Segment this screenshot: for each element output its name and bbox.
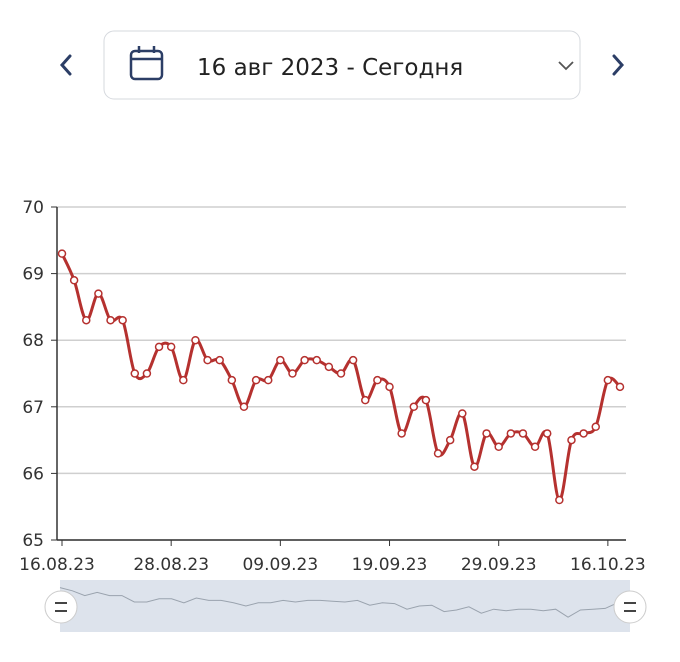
point	[82, 315, 91, 325]
point	[118, 315, 127, 325]
navigator-line	[59, 587, 631, 618]
y-tick-label: 65	[22, 531, 44, 551]
point	[215, 355, 224, 365]
point	[324, 362, 334, 372]
point	[154, 342, 164, 352]
date-range: 16 авг 2023 - Сегодня	[197, 55, 463, 81]
point	[203, 355, 212, 365]
plot: 65 66 67 68 69 70 16.08.23 28.08.23 09.09.23 19.0…	[19, 198, 646, 618]
point	[288, 369, 297, 378]
point	[518, 429, 528, 438]
point	[603, 375, 613, 385]
handle-right[interactable]	[613, 590, 647, 624]
point	[397, 429, 406, 438]
x-tick-label: 16.08.23	[19, 555, 95, 575]
y-tick-label: 67	[22, 398, 44, 418]
point	[421, 395, 431, 405]
point	[458, 409, 467, 418]
point	[179, 375, 188, 385]
point	[470, 462, 479, 471]
point	[445, 435, 455, 445]
point	[239, 402, 249, 412]
x-tick-label: 29.09.23	[461, 555, 537, 575]
point	[530, 442, 540, 452]
dropdown-caret	[558, 61, 574, 71]
calendar-icon	[129, 46, 164, 81]
date-picker[interactable]	[103, 30, 581, 100]
point	[506, 429, 516, 438]
point	[69, 276, 79, 285]
point	[494, 442, 503, 452]
point	[567, 435, 576, 445]
point	[579, 429, 588, 438]
point	[336, 369, 346, 378]
point	[191, 335, 200, 345]
point	[251, 375, 261, 385]
point	[227, 375, 237, 385]
point	[142, 369, 152, 378]
point	[348, 355, 358, 365]
point	[300, 355, 309, 365]
point	[57, 249, 67, 258]
point	[373, 375, 382, 385]
point	[615, 382, 625, 392]
point	[361, 395, 370, 405]
point	[263, 375, 273, 385]
point	[312, 355, 321, 365]
handle-left[interactable]	[44, 590, 78, 624]
point	[385, 382, 394, 392]
x-tick-label: 09.09.23	[242, 555, 318, 575]
next-arrow[interactable]	[612, 54, 625, 76]
point	[542, 429, 552, 438]
y-tick-label: 70	[22, 198, 44, 218]
point	[409, 402, 419, 412]
prev-arrow[interactable]	[59, 54, 72, 76]
point	[276, 355, 285, 365]
point	[166, 342, 176, 352]
navigator[interactable]	[60, 580, 630, 632]
point	[130, 369, 140, 378]
point	[482, 429, 491, 438]
point	[433, 449, 443, 458]
point	[555, 495, 564, 505]
x-tick-label: 16.10.23	[570, 555, 646, 575]
x-tick-label: 19.09.23	[352, 555, 428, 575]
y-tick-label: 66	[22, 464, 44, 484]
point	[591, 422, 600, 432]
x-tick-label: 28.08.23	[133, 555, 209, 575]
point	[106, 315, 115, 325]
y-tick-label: 69	[22, 265, 44, 285]
point	[94, 289, 103, 298]
y-tick-label: 68	[22, 331, 44, 351]
